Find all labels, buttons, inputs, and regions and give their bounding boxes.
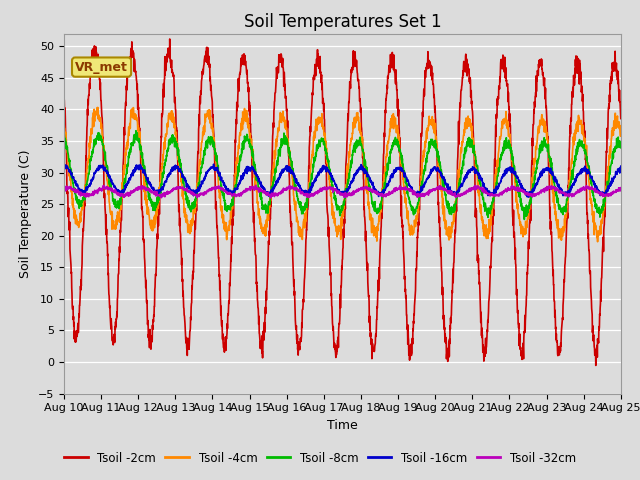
Tsoil -4cm <box>60 121 68 127</box>
Tsoil -8cm <box>504 144 512 150</box>
Tsoil -16cm <box>371 186 379 192</box>
Tsoil -4cm <box>594 239 602 245</box>
Tsoil -16cm <box>617 163 625 169</box>
Tsoil -4cm <box>504 132 512 138</box>
Tsoil -32cm <box>584 185 591 191</box>
Title: Soil Temperatures Set 1: Soil Temperatures Set 1 <box>244 12 441 31</box>
Tsoil -32cm <box>267 195 275 201</box>
Tsoil -8cm <box>216 173 223 179</box>
Tsoil -32cm <box>568 191 576 196</box>
Line: Tsoil -4cm: Tsoil -4cm <box>64 108 621 242</box>
Tsoil -16cm <box>568 184 576 190</box>
Tsoil -4cm <box>568 156 575 162</box>
Tsoil -16cm <box>359 168 367 174</box>
Tsoil -8cm <box>617 144 625 150</box>
Tsoil -2cm <box>568 101 575 107</box>
Tsoil -4cm <box>216 195 223 201</box>
Tsoil -16cm <box>524 194 532 200</box>
Tsoil -16cm <box>216 172 223 178</box>
Tsoil -16cm <box>60 165 68 170</box>
Tsoil -32cm <box>252 182 259 188</box>
Tsoil -8cm <box>359 148 367 154</box>
X-axis label: Time: Time <box>327 419 358 432</box>
Line: Tsoil -32cm: Tsoil -32cm <box>64 185 621 198</box>
Tsoil -2cm <box>216 272 223 277</box>
Tsoil -32cm <box>505 186 513 192</box>
Tsoil -4cm <box>359 144 367 150</box>
Line: Tsoil -16cm: Tsoil -16cm <box>64 164 621 197</box>
Tsoil -16cm <box>210 161 218 167</box>
Tsoil -4cm <box>371 228 379 234</box>
Legend: Tsoil -2cm, Tsoil -4cm, Tsoil -8cm, Tsoil -16cm, Tsoil -32cm: Tsoil -2cm, Tsoil -4cm, Tsoil -8cm, Tsoi… <box>60 447 580 469</box>
Line: Tsoil -8cm: Tsoil -8cm <box>64 131 621 219</box>
Tsoil -8cm <box>520 216 528 222</box>
Tsoil -8cm <box>371 203 379 209</box>
Tsoil -2cm <box>504 90 512 96</box>
Tsoil -32cm <box>60 185 68 191</box>
Tsoil -8cm <box>60 132 68 138</box>
Tsoil -2cm <box>584 210 591 216</box>
Tsoil -8cm <box>584 160 591 166</box>
Tsoil -16cm <box>584 168 591 174</box>
Tsoil -32cm <box>216 184 223 190</box>
Y-axis label: Soil Temperature (C): Soil Temperature (C) <box>19 149 33 278</box>
Tsoil -8cm <box>132 128 140 133</box>
Tsoil -2cm <box>166 36 173 42</box>
Tsoil -2cm <box>617 116 625 121</box>
Line: Tsoil -2cm: Tsoil -2cm <box>64 39 621 365</box>
Tsoil -4cm <box>93 105 101 110</box>
Tsoil -2cm <box>359 155 367 161</box>
Tsoil -16cm <box>504 167 512 173</box>
Tsoil -32cm <box>371 189 379 194</box>
Tsoil -32cm <box>359 187 367 192</box>
Tsoil -4cm <box>617 126 625 132</box>
Tsoil -2cm <box>371 343 379 349</box>
Tsoil -8cm <box>568 171 576 177</box>
Tsoil -32cm <box>617 185 625 191</box>
Tsoil -2cm <box>592 362 600 368</box>
Tsoil -2cm <box>60 96 68 102</box>
Text: VR_met: VR_met <box>75 60 128 73</box>
Tsoil -4cm <box>584 161 591 167</box>
